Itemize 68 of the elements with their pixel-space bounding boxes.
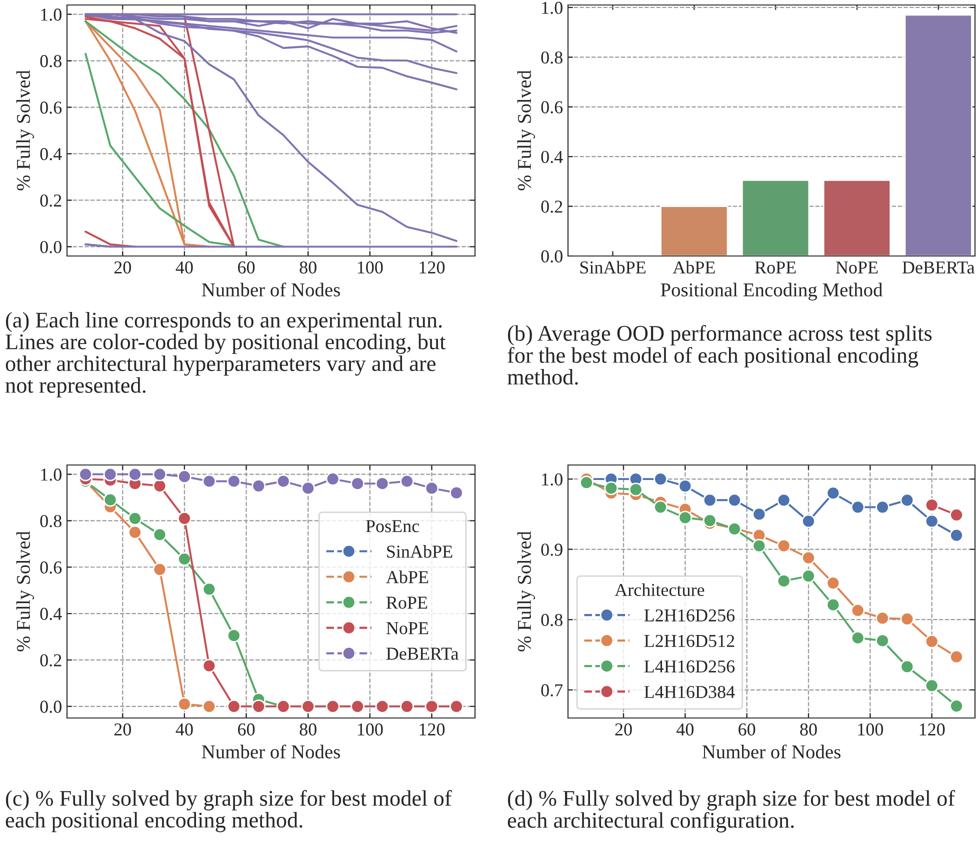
x-tick-label: SinAbPE [580, 260, 646, 274]
x-tick-label: 100 [858, 723, 884, 736]
legend-label: RoPE [386, 596, 428, 609]
x-tick-label: 20 [114, 723, 131, 736]
y-tick-label: 0.2 [40, 654, 62, 666]
text: (c) % Fully solved by graph size for best model of each positional encoding method. [6, 790, 452, 832]
y-axis-title: % Fully Solved [16, 70, 34, 190]
x-tick-label: 100 [358, 723, 383, 736]
x-tick-label: DeBERTa [902, 262, 975, 274]
y-tick-label: 0.6 [40, 561, 62, 574]
x-axis-title: Number of Nodes [702, 744, 840, 758]
y-tick-label: 0.7 [541, 684, 563, 696]
y-tick-label: 1.0 [542, 473, 562, 486]
x-tick-label: 20 [615, 723, 632, 736]
legend-label: DeBERTa [386, 648, 458, 660]
x-tick-label: 80 [300, 261, 316, 274]
x-tick-label: 120 [920, 723, 945, 736]
y-tick-label: 1.0 [41, 468, 62, 481]
y-axis-title: % Fully Solved [517, 70, 536, 190]
legend-label: SinAbPE [387, 545, 452, 558]
x-tick-label: AbPE [672, 260, 715, 274]
y-tick-label: 0.0 [40, 700, 62, 713]
legend-title: Architecture [614, 583, 704, 596]
legend-label: L4H16D384 [644, 686, 735, 698]
y-axis-title: % Fully Solved [517, 531, 536, 652]
y-tick-label: 0.8 [40, 514, 62, 528]
y-tick-label: 0.6 [40, 102, 62, 114]
y-tick-label: 0.9 [541, 544, 562, 556]
y-tick-label: 0.4 [541, 150, 563, 164]
y-axis-title: % Fully Solved [16, 531, 34, 652]
x-tick-label: 80 [800, 723, 817, 736]
legend-title: PosEnc [366, 520, 420, 532]
x-tick-label: 60 [238, 723, 255, 736]
x-tick-label: 60 [738, 723, 756, 736]
x-tick-label: 120 [420, 261, 445, 274]
x-tick-label: 100 [358, 261, 383, 274]
x-tick-label: RoPE [755, 262, 796, 274]
legend-label: AbPE [386, 570, 428, 584]
y-tick-label: 0.0 [541, 250, 562, 263]
y-tick-label: 0.8 [40, 55, 62, 68]
y-tick-label: 0.2 [541, 200, 562, 213]
y-tick-label: 0.8 [541, 614, 562, 626]
y-tick-label: 0.0 [40, 240, 62, 254]
legend-label: NoPE [386, 622, 428, 634]
x-tick-label: 20 [114, 261, 131, 274]
y-tick-label: 0.4 [40, 148, 62, 160]
y-tick-label: 0.6 [541, 101, 563, 114]
text: (d) % Fully solved by graph size for best model of each architectural configuration. [508, 790, 956, 832]
x-axis-title: Number of Nodes [202, 744, 340, 758]
x-tick-label: 60 [238, 261, 255, 274]
legend-label: L2H16D512 [644, 634, 734, 648]
x-tick-label: 80 [300, 723, 316, 736]
x-tick-label: NoPE [836, 262, 878, 274]
text: (a) Each line corresponds to an experimental run. Lines are color-coded by positional encoding, but other architectural hyperparameters vary and are not represented. [6, 312, 446, 398]
x-axis-title: Number of Nodes [202, 282, 340, 296]
y-tick-label: 0.8 [541, 51, 562, 64]
legend-label: L2H16D256 [644, 609, 735, 622]
y-tick-label: 1.0 [542, 2, 562, 14]
y-tick-label: 0.2 [40, 194, 62, 207]
x-tick-label: 40 [676, 723, 694, 736]
x-tick-label: 120 [420, 723, 445, 736]
y-tick-label: 1.0 [41, 8, 62, 21]
x-tick-label: 40 [176, 261, 193, 274]
y-tick-label: 0.4 [40, 608, 62, 620]
x-tick-label: 40 [176, 723, 193, 736]
x-axis-title: Positional Encoding Method [660, 282, 883, 300]
text: (b) Average OOD performance across test splits for the best model of each positional encoding method. [507, 325, 932, 385]
legend-label: L4H16D256 [644, 660, 735, 673]
